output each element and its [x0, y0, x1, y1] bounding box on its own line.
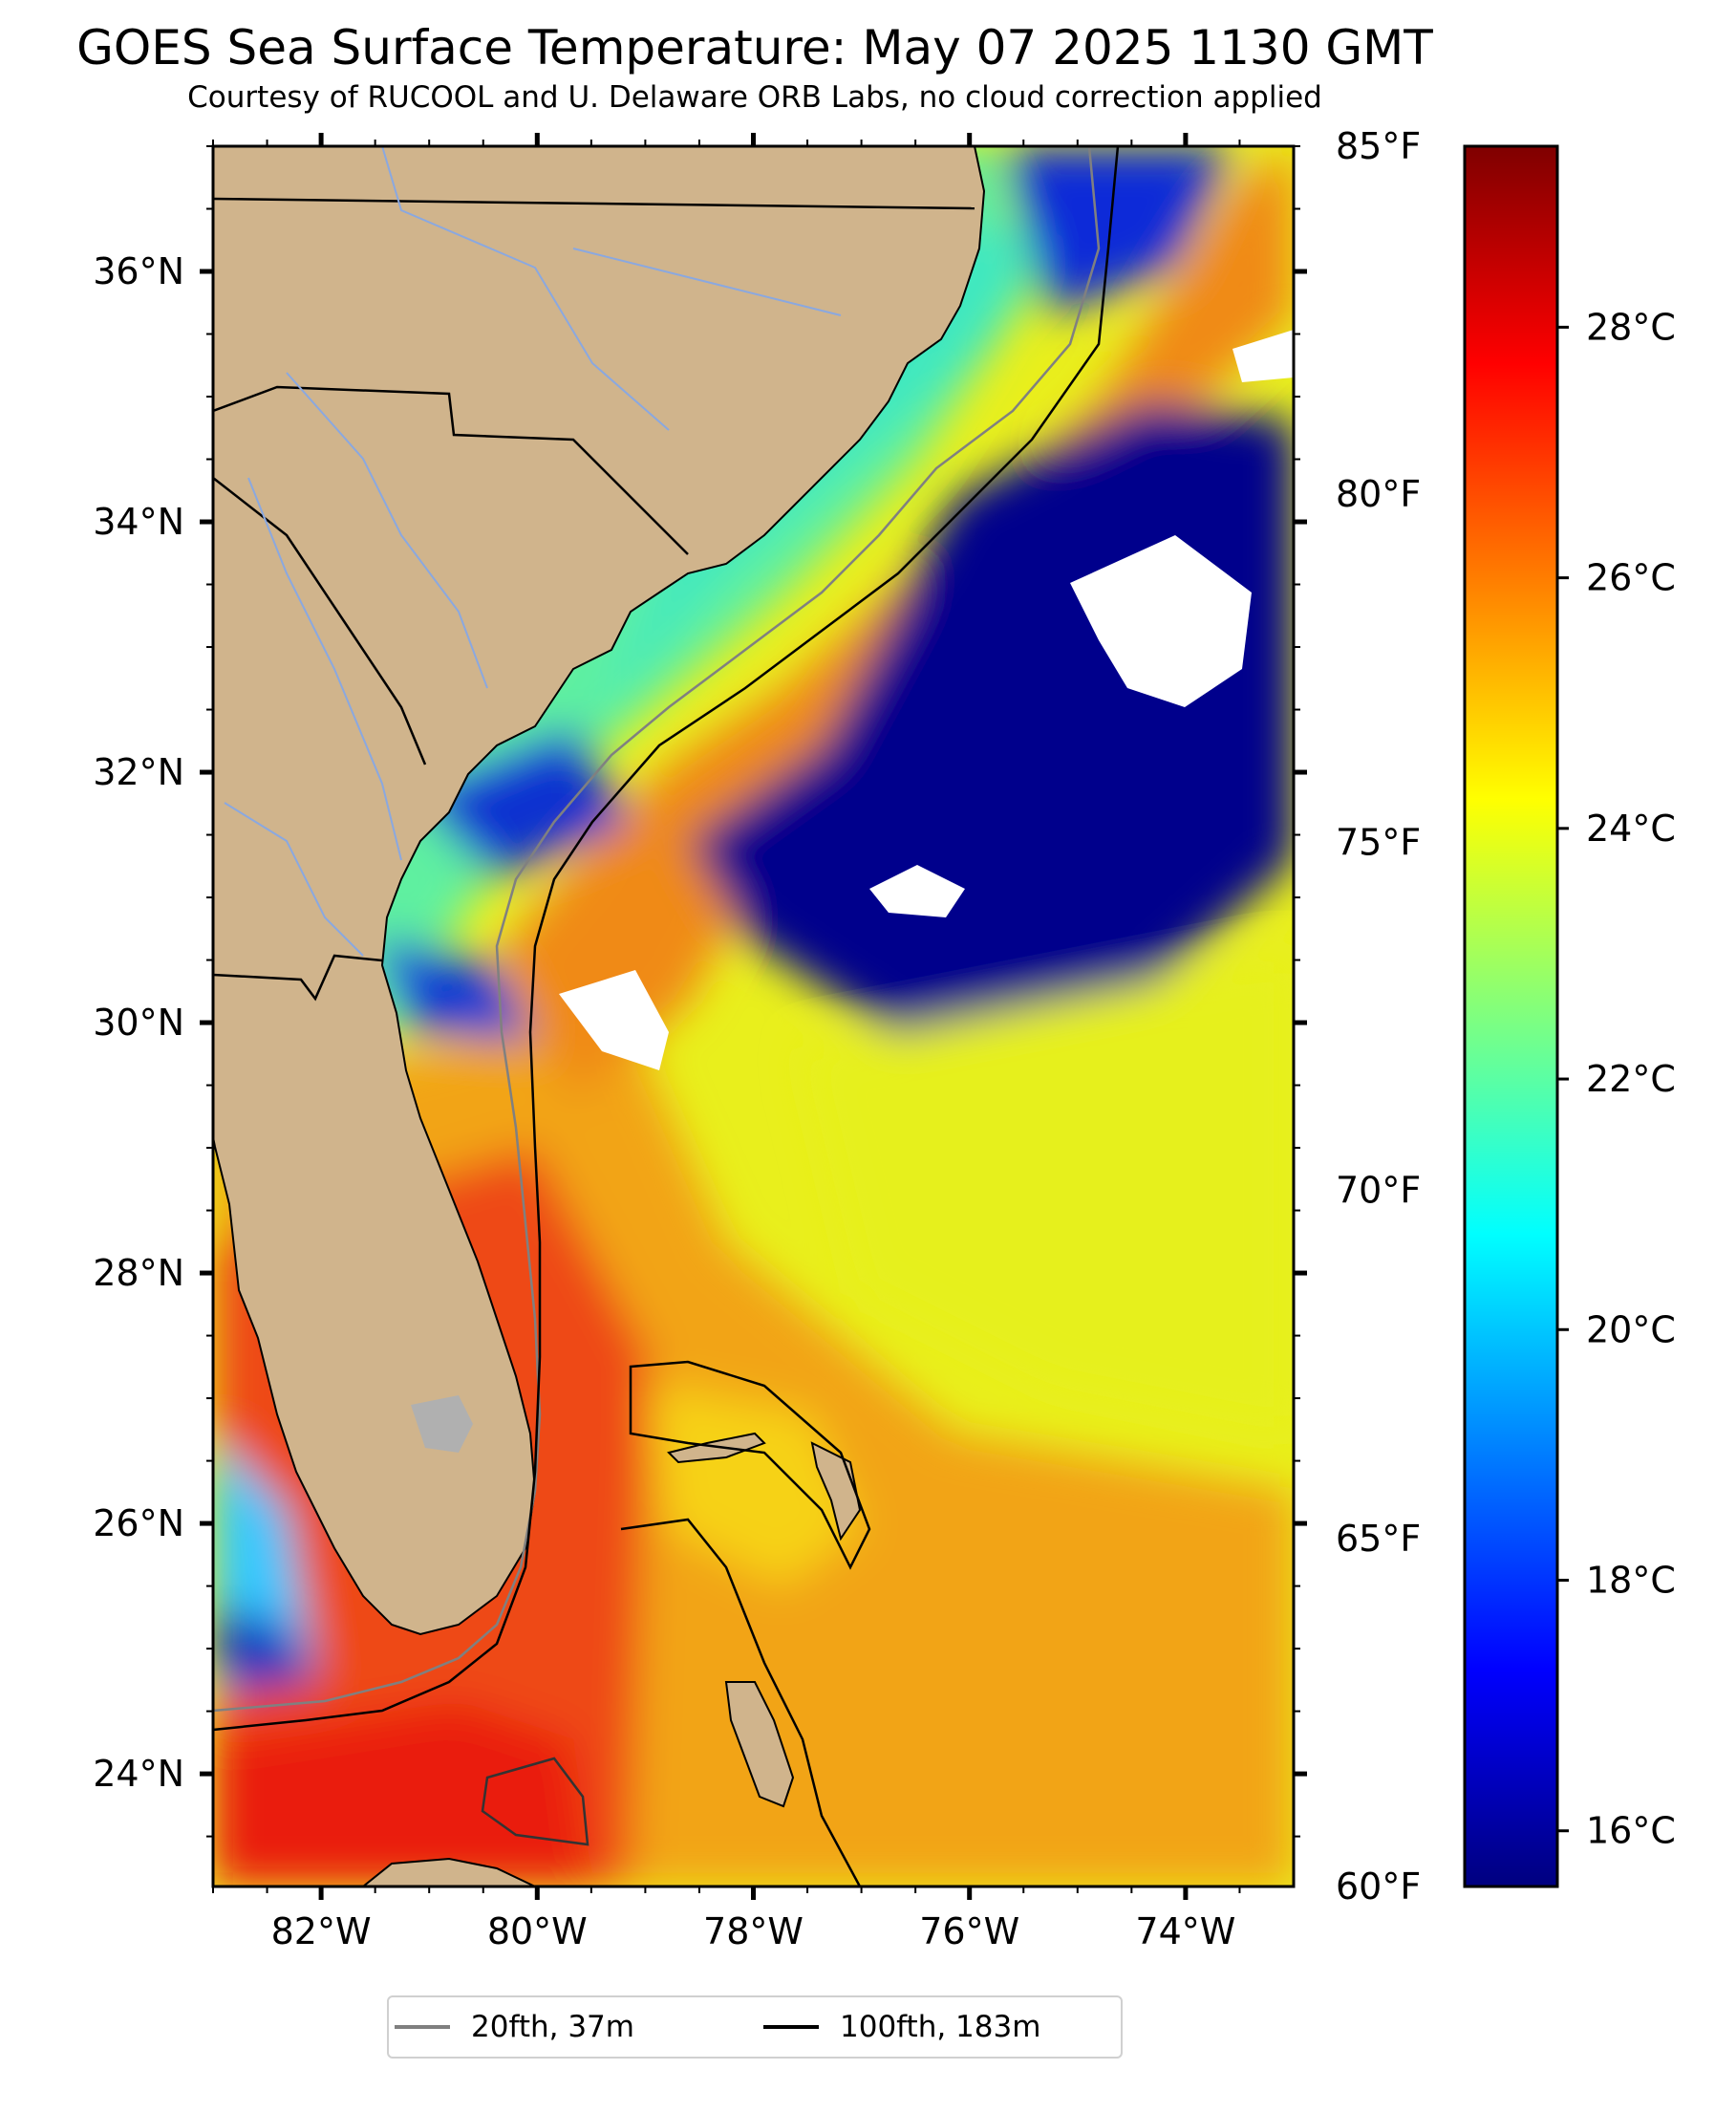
fahrenheit-labels: 60°F 65°F 70°F 75°F 80°F 85°F: [1336, 125, 1421, 1908]
colorbar-ticks: 16°C 18°C 20°C 22°C 24°C 26°C 28°C: [1557, 306, 1676, 1852]
andros-island: [724, 1681, 795, 1808]
latitude-labels: 24°N 26°N 28°N 30°N 32°N 34°N 36°N: [93, 250, 184, 1795]
longitude-label: 76°W: [919, 1910, 1019, 1952]
colorbar-label: 18°C: [1586, 1560, 1676, 1602]
longitude-label: 78°W: [703, 1910, 804, 1952]
latitude-label: 36°N: [93, 250, 184, 292]
map-ticks: [200, 133, 1307, 1900]
latitude-label: 34°N: [93, 501, 184, 543]
sst-cold-nc: [1003, 146, 1232, 315]
colorbar-label: 16°C: [1586, 1810, 1676, 1852]
us-landmass: [213, 146, 986, 1636]
fahrenheit-label: 65°F: [1336, 1518, 1421, 1560]
colorbar-label: 26°C: [1586, 557, 1676, 599]
ga-fl-border: [213, 954, 383, 1002]
longitude-label: 80°W: [487, 1910, 588, 1952]
isobath-bahamas-bank: [629, 1360, 871, 1570]
sst-cold-ga: [411, 726, 631, 879]
legend-line-100fth: [763, 2025, 819, 2029]
longitude-labels: 82°W 80°W 78°W 76°W 74°W: [271, 1910, 1236, 1952]
isobath-legend: 20fth, 37m 100fth, 183m: [387, 1995, 1123, 2059]
river-5: [572, 248, 842, 316]
state-borders: [213, 197, 975, 1002]
isobath-20fth: [213, 146, 1101, 1713]
legend-item-20fth: 20fth, 37m: [389, 1997, 742, 2057]
longitude-label: 82°W: [271, 1910, 372, 1952]
longitude-label: 74°W: [1135, 1910, 1235, 1952]
inland-lake: [411, 1395, 473, 1453]
sst-yellow-east: [803, 956, 1294, 1434]
sst-cold-gulf-core: [213, 1606, 315, 1692]
legend-item-100fth: 100fth, 183m: [763, 1997, 1117, 2057]
river-3: [247, 477, 402, 861]
latitude-label: 24°N: [93, 1753, 184, 1795]
colorbar-label: 24°C: [1586, 808, 1676, 850]
fahrenheit-label: 75°F: [1336, 821, 1421, 863]
sst-cold-fl: [373, 937, 535, 1042]
colorbar-label: 28°C: [1586, 306, 1676, 348]
isobath-great-bahama-bank: [620, 1518, 862, 1887]
river-1: [381, 146, 670, 431]
fahrenheit-label: 70°F: [1336, 1170, 1421, 1212]
fahrenheit-label: 80°F: [1336, 473, 1421, 515]
cloud-mask-east-3: [869, 865, 965, 917]
latitude-label: 30°N: [93, 1002, 184, 1044]
cloud-mask-east-2: [1070, 535, 1252, 707]
legend-line-20fth: [395, 2025, 450, 2029]
isobath-100fth: [213, 146, 1120, 1732]
legend-label-100fth: 100fth, 183m: [840, 2010, 1041, 2044]
abaco: [810, 1441, 862, 1542]
rivers: [224, 146, 842, 957]
nc-sc-border: [213, 385, 689, 555]
colorbar: [1463, 144, 1559, 1888]
latitude-label: 26°N: [93, 1502, 184, 1544]
cuba-coast: [361, 1857, 536, 1887]
legend-label-20fth: 20fth, 37m: [471, 2010, 634, 2044]
fahrenheit-label: 60°F: [1336, 1865, 1421, 1908]
isobath-cay-sal: [481, 1757, 589, 1846]
map-title: GOES Sea Surface Temperature: May 07 202…: [76, 20, 1433, 75]
cloud-mask-east-1: [1232, 330, 1294, 382]
latitude-label: 28°N: [93, 1252, 184, 1294]
colorbar-label: 20°C: [1586, 1308, 1676, 1350]
latitude-label: 32°N: [93, 751, 184, 793]
sc-ga-border: [213, 477, 427, 765]
river-2: [286, 372, 488, 689]
land-layer: [213, 146, 986, 1887]
river-4: [224, 802, 364, 957]
map-subtitle: Courtesy of RUCOOL and U. Delaware ORB L…: [187, 80, 1322, 115]
va-nc-border: [213, 197, 975, 210]
cloud-mask: [559, 330, 1294, 1070]
sst-red-florida-straits: [213, 1701, 592, 1887]
isobaths: [213, 146, 1120, 1887]
fahrenheit-label: 85°F: [1336, 125, 1421, 167]
colorbar-label: 22°C: [1586, 1058, 1676, 1100]
cloud-mask-ga: [559, 970, 669, 1070]
